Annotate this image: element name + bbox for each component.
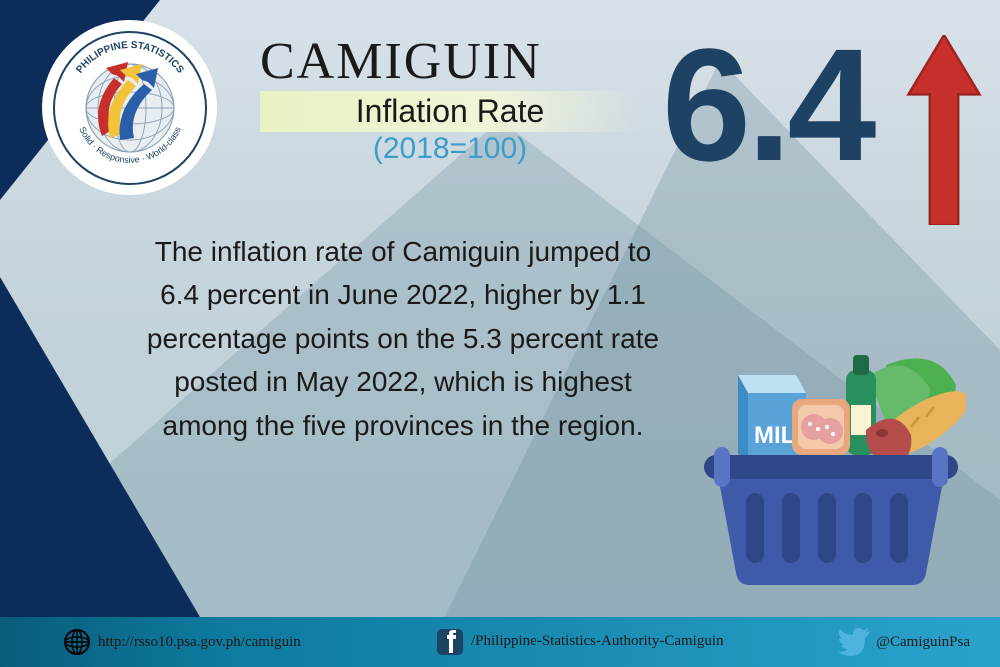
description-text: The inflation rate of Camiguin jumped to… bbox=[138, 230, 668, 447]
twitter-icon bbox=[838, 628, 870, 656]
header-block: CAMIGUIN Inflation Rate (2018=100) bbox=[260, 32, 640, 166]
footer-website: http://rsso10.psa.gov.ph/camiguin bbox=[62, 627, 301, 657]
region-title: CAMIGUIN bbox=[260, 32, 640, 91]
footer-tw-text: @CamiguinPsa bbox=[876, 634, 970, 651]
footer-twitter: @CamiguinPsa bbox=[838, 628, 970, 656]
base-year: (2018=100) bbox=[260, 132, 640, 166]
psa-logo: PHILIPPINE STATISTICS Solid · Responsive… bbox=[42, 20, 217, 195]
footer-bar: http://rsso10.psa.gov.ph/camiguin /Phili… bbox=[0, 617, 1000, 667]
footer-url-text: http://rsso10.psa.gov.ph/camiguin bbox=[98, 634, 301, 651]
inflation-value: 6.4 bbox=[662, 25, 872, 185]
grocery-basket-icon: MIL bbox=[696, 335, 966, 595]
metric-subtitle: Inflation Rate bbox=[260, 91, 640, 132]
footer-fb-text: /Philippine-Statistics-Authority-Camigui… bbox=[471, 633, 724, 649]
svg-text:MIL: MIL bbox=[754, 422, 795, 449]
footer-facebook: /Philippine-Statistics-Authority-Camigui… bbox=[435, 627, 724, 657]
facebook-icon bbox=[435, 627, 465, 657]
arrow-up-icon bbox=[905, 35, 983, 225]
globe-icon bbox=[62, 627, 92, 657]
